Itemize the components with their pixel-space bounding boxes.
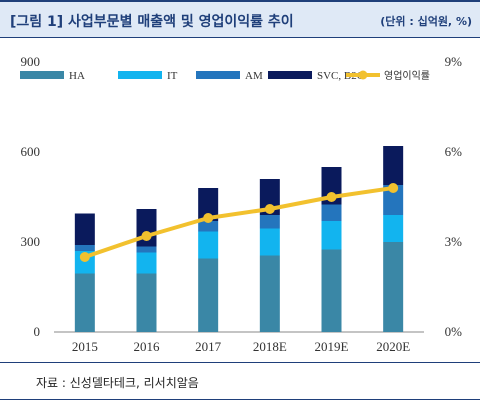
bar-ha (198, 258, 219, 332)
margin-line (84, 186, 394, 259)
legend-label: IT (167, 70, 178, 82)
bar-am (321, 204, 342, 221)
x-tick-label: 2018E (253, 339, 287, 354)
bar-it (259, 228, 280, 256)
margin-point (264, 204, 275, 214)
bar-it (383, 215, 404, 242)
legend-swatch (196, 71, 240, 79)
legend-swatch (20, 71, 64, 79)
y-tick-label: 0 (34, 324, 41, 339)
x-tick-label: 2019E (315, 339, 349, 354)
margin-point (326, 192, 337, 202)
y2-tick-label: 0% (445, 324, 463, 339)
y-tick-label: 300 (21, 234, 41, 249)
margin-point (79, 252, 90, 262)
source-text: 자료 : 신성델타테크, 리서치알음 (36, 376, 199, 390)
bar-ha (136, 273, 157, 332)
y2-tick-label: 6% (445, 144, 463, 159)
y2-tick-label: 9% (445, 54, 463, 69)
chart-area: 0 300 600 900 0% 3% 6% 9% 2015 2016 2017 2018E 2019E… (20, 54, 463, 354)
bar-svc-b2c (383, 146, 404, 185)
bar-am (74, 245, 95, 251)
bar-am (136, 246, 157, 253)
legend-swatch (268, 71, 312, 79)
legend-label: HA (69, 70, 85, 82)
unit-label: (단위 : 십억원, %) (380, 15, 472, 28)
legend-label: 영업이익률 (384, 69, 430, 82)
bar-svc-b2c (198, 188, 219, 221)
bar-am (383, 185, 404, 215)
x-tick-label: 2015 (72, 339, 98, 354)
legend-swatch-marker (358, 70, 368, 80)
margin-point (141, 231, 152, 241)
x-tick-label: 2020E (376, 339, 410, 354)
bar-am (259, 215, 280, 229)
legend-swatch (118, 71, 162, 79)
bar-ha (74, 273, 95, 332)
y-tick-label: 600 (21, 144, 41, 159)
figure-title: [그림 1] 사업부문별 매출액 및 영업이익률 추이 (10, 14, 294, 30)
bar-am (198, 221, 219, 232)
bar-svc-b2c (74, 213, 95, 245)
bar-it (321, 221, 342, 250)
legend-label: AM (245, 70, 263, 82)
bar-it (198, 231, 219, 259)
figure-title-bar: [그림 1] 사업부문별 매출액 및 영업이익률 추이 (단위 : 십억원, %… (0, 0, 480, 38)
bar-ha (259, 255, 280, 332)
bar-it (136, 252, 157, 274)
bar-ha (383, 242, 404, 332)
source-bar: 자료 : 신성델타테크, 리서치알음 (0, 362, 480, 400)
margin-point (203, 213, 214, 223)
y-tick-label: 900 (21, 54, 41, 69)
x-tick-label: 2016 (134, 339, 161, 354)
bar-ha (321, 249, 342, 332)
margin-point (388, 183, 399, 193)
x-tick-label: 2017 (195, 339, 222, 354)
y2-tick-label: 3% (445, 234, 463, 249)
